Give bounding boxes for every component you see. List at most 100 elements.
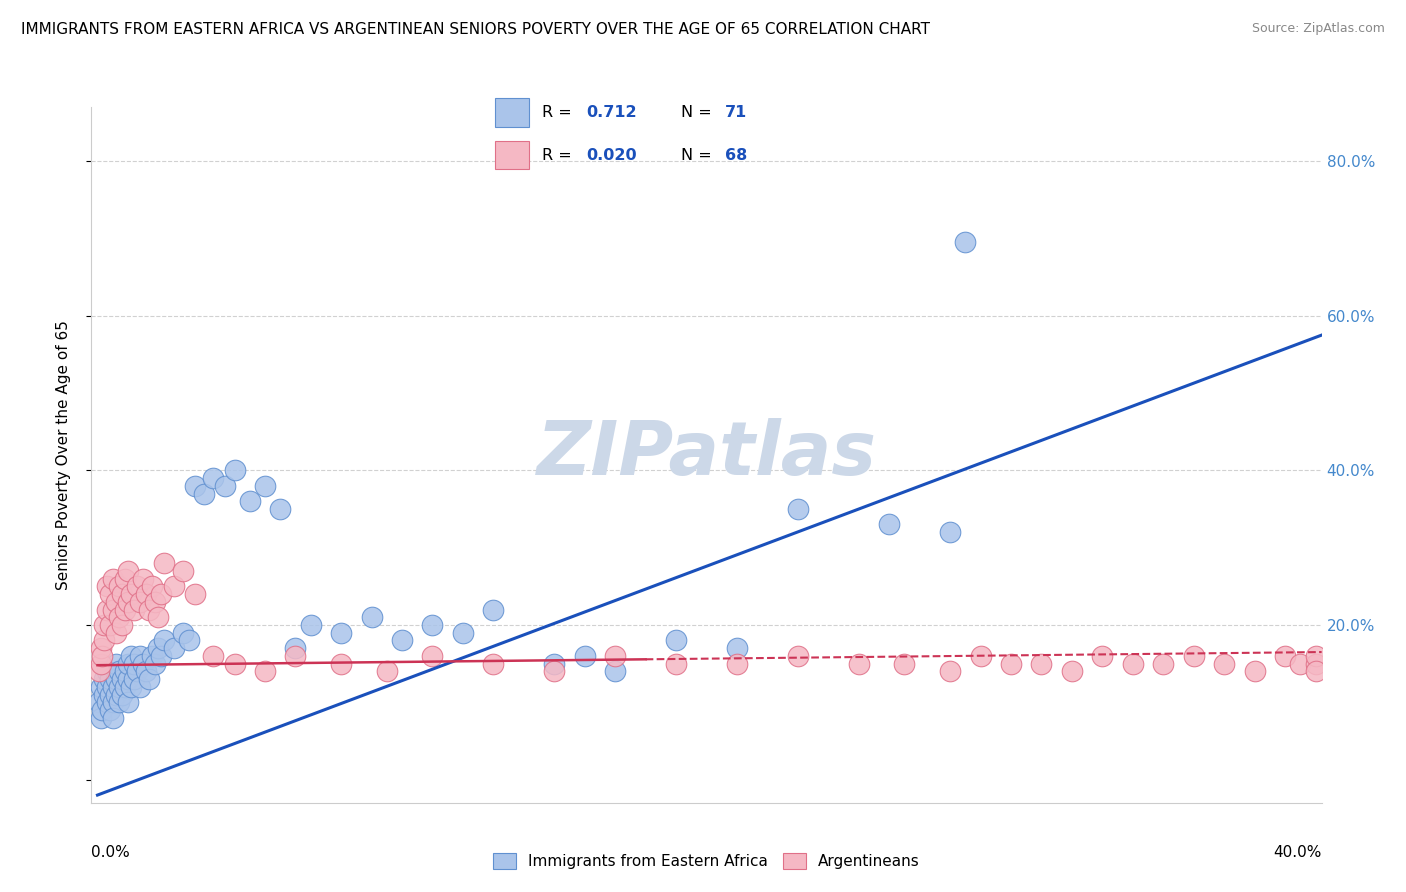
Point (1305, 648, 1327, 663)
Point (725, 641, 748, 656)
Point (284, 641, 307, 656)
Point (330, 657, 353, 671)
Point (330, 625, 353, 640)
Point (96, 680, 118, 694)
Text: IMMIGRANTS FROM EASTERN AFRICA VS ARGENTINEAN SENIORS POVERTY OVER THE AGE OF 65: IMMIGRANTS FROM EASTERN AFRICA VS ARGENT… (21, 22, 931, 37)
Point (141, 579, 163, 593)
Point (202, 471, 225, 485)
Point (96, 602, 118, 616)
Point (101, 711, 124, 725)
Point (224, 657, 246, 671)
Point (482, 602, 505, 616)
Point (132, 572, 155, 586)
Point (111, 587, 134, 601)
Point (111, 688, 134, 702)
Point (104, 688, 127, 702)
Point (193, 486, 215, 500)
Point (111, 618, 134, 632)
Point (893, 657, 915, 671)
Point (1305, 665, 1327, 679)
Point (89, 641, 111, 656)
Point (98, 688, 121, 702)
Point (224, 463, 246, 477)
Point (122, 602, 145, 616)
Point (89, 657, 111, 671)
Point (91, 648, 114, 663)
Point (848, 657, 870, 671)
Point (87, 695, 110, 709)
Point (132, 657, 155, 671)
Point (141, 648, 163, 663)
Point (107, 665, 129, 679)
Point (574, 648, 596, 663)
Point (1243, 665, 1265, 679)
Point (543, 665, 565, 679)
Point (1122, 657, 1144, 671)
Text: 71: 71 (724, 105, 747, 120)
Point (117, 595, 139, 609)
FancyBboxPatch shape (495, 141, 529, 169)
Point (98, 672, 121, 686)
Point (117, 564, 139, 578)
Point (605, 648, 627, 663)
Text: 0.712: 0.712 (586, 105, 637, 120)
Point (96, 665, 118, 679)
Point (101, 695, 124, 709)
Point (129, 648, 152, 663)
Point (138, 602, 160, 616)
Point (665, 633, 688, 648)
Point (239, 494, 262, 508)
Point (135, 587, 157, 601)
Point (177, 633, 200, 648)
Text: N =: N = (681, 148, 717, 162)
Point (98, 618, 121, 632)
Point (482, 657, 505, 671)
Point (107, 610, 129, 624)
Point (120, 587, 142, 601)
Point (786, 648, 808, 663)
Point (114, 680, 136, 694)
Point (360, 610, 382, 624)
Point (184, 479, 207, 493)
Point (135, 665, 157, 679)
Point (172, 625, 194, 640)
Text: R =: R = (543, 105, 578, 120)
Point (172, 564, 194, 578)
Point (150, 587, 173, 601)
Point (91, 703, 114, 717)
Point (125, 579, 148, 593)
Point (153, 633, 176, 648)
Point (939, 525, 962, 540)
Point (98, 703, 121, 717)
Point (104, 595, 127, 609)
Text: R =: R = (543, 148, 578, 162)
Point (150, 648, 173, 663)
Point (93, 633, 115, 648)
Point (104, 672, 127, 686)
Point (111, 672, 134, 686)
Point (969, 648, 991, 663)
Point (107, 579, 129, 593)
Point (107, 680, 129, 694)
Point (269, 502, 291, 516)
Point (299, 618, 322, 632)
Point (98, 587, 121, 601)
Text: 0.0%: 0.0% (91, 845, 131, 860)
Point (148, 641, 170, 656)
Point (214, 479, 236, 493)
Point (1213, 657, 1236, 671)
Point (1274, 648, 1296, 663)
Legend: Immigrants from Eastern Africa, Argentineans: Immigrants from Eastern Africa, Argentin… (486, 847, 927, 875)
Point (129, 595, 152, 609)
Point (253, 479, 276, 493)
Point (120, 648, 142, 663)
Text: N =: N = (681, 105, 717, 120)
Point (202, 648, 225, 663)
Point (101, 680, 124, 694)
Point (375, 665, 398, 679)
Text: 40.0%: 40.0% (1274, 845, 1322, 860)
Point (1289, 657, 1312, 671)
Text: Source: ZipAtlas.com: Source: ZipAtlas.com (1251, 22, 1385, 36)
Point (253, 665, 276, 679)
Point (87, 665, 110, 679)
